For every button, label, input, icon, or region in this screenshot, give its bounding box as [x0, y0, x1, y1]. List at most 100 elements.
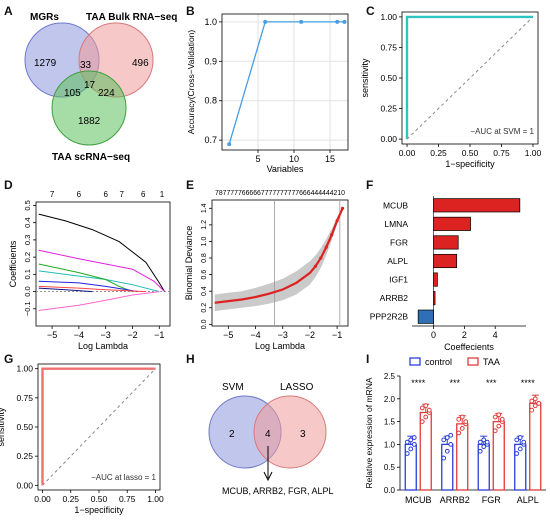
dot-TAA-FGR-1: [496, 423, 502, 429]
x-tick-1: 2: [462, 330, 467, 340]
coef-bar-6: [417, 309, 434, 324]
coef-bar-4: [433, 272, 438, 287]
venn-count-mgrs-bulk: 33: [80, 60, 92, 71]
panel-c-roc-svm: 0.00 0.25 0.50 0.75 1.00 0.00 0.25 0.50 0.75 1.00…: [360, 11, 542, 169]
bar-TAA-MCUB: [419, 411, 432, 491]
y-tick-4: 1.00: [380, 12, 397, 22]
dot-TAA-FGR-4: [496, 412, 502, 418]
plot-frame: [211, 199, 349, 327]
y-tick-0: 0.00: [16, 480, 33, 490]
y-tick-2: 0.9: [204, 56, 217, 66]
data-point-0: [227, 142, 232, 147]
x-tick-1: −4: [250, 330, 260, 340]
coef-label-1: LMNA: [384, 219, 408, 229]
deviance-point-0: [313, 264, 317, 268]
dot-TAA-MCUB-3: [419, 405, 425, 411]
dot-control-ALPL-3: [514, 437, 520, 443]
top-tick-4: 6: [141, 190, 146, 199]
x-axis-label: Coeffecients: [444, 342, 494, 352]
category-label-1: ARRB2: [440, 495, 470, 505]
y-tick-2: 0.1: [23, 269, 32, 279]
dot-control-MCUB-5: [411, 435, 417, 440]
y-axis-label: sensitivity: [0, 407, 6, 447]
coef-bar-5: [433, 291, 436, 306]
top-tick-3: 7: [120, 190, 125, 199]
panel-letter-c: C: [366, 4, 375, 18]
category-label-3: ALPL: [517, 495, 539, 505]
dot-control-ARRB2-5: [448, 432, 454, 438]
venn-count-only-mgrs: 1279: [34, 58, 57, 69]
legend-swatch-control: [409, 357, 421, 366]
y-tick-1: 0.25: [380, 104, 397, 114]
y-tick-3: 0.75: [380, 42, 397, 52]
y-tick-5: 1.0: [201, 236, 208, 246]
top-tick-1: 6: [77, 190, 82, 199]
panel-i-mrna-expression: 0.0 0.5 1.0 1.5 2.0 2.5 **** MCUB *** ARRB2 *** FGR…: [364, 357, 546, 505]
x-tick-2: −3: [101, 330, 111, 340]
x-tick-1: 0.25: [430, 148, 447, 158]
dot-control-ALPL-0: [514, 451, 520, 456]
coef-path-5: [38, 285, 146, 293]
coef-label-0: MCUB: [383, 200, 408, 210]
deviance-point-5: [340, 206, 345, 210]
venn-two-set: SVM LASSO 2 4 3 MCUB, ARRB2, FGR, ALPL: [208, 382, 334, 496]
legend-label-taa: TAA: [483, 357, 500, 367]
panel-letter-d: D: [4, 178, 13, 192]
venn-circle-lasso: [253, 395, 327, 469]
x-tick-4: 1.00: [525, 148, 542, 158]
dot-TAA-ALPL-0: [529, 407, 535, 413]
dot-control-ALPL-5: [521, 439, 527, 445]
x-tick-3: 0.75: [493, 148, 510, 158]
venn-label-lasso: LASSO: [280, 382, 314, 393]
y-tick-6: 0.5: [23, 200, 32, 210]
dot-TAA-ALPL-4: [532, 396, 538, 402]
y-axis-label: Coefficients: [8, 240, 18, 287]
significance-0: ****: [411, 378, 426, 388]
dot-TAA-ARRB2-3: [456, 416, 462, 422]
dot-control-FGR-3: [477, 439, 483, 445]
dot-control-ALPL-1: [517, 446, 523, 452]
venn-three-set: MGRs TAA Bulk RNA−seq TAA scRNA−seq 1279…: [24, 12, 177, 163]
venn-circle-sc: [51, 70, 127, 146]
diagonal-reference: [406, 16, 534, 140]
venn-count-only-lasso: 3: [300, 429, 306, 440]
dot-TAA-FGR-0: [492, 428, 498, 434]
dot-control-FGR-4: [481, 437, 487, 443]
y-tick-6: 1.2: [201, 220, 208, 230]
coef-label-2: FGR: [390, 237, 408, 247]
x-tick-0: 0: [431, 330, 436, 340]
y-tick-2: 0.4: [201, 286, 208, 296]
deviance-point-4: [335, 219, 339, 223]
diagonal-reference: [42, 368, 156, 486]
dot-control-MCUB-0: [404, 451, 410, 456]
y-tick-2: 1.0: [384, 440, 396, 449]
y-tick-1: 0.5: [384, 463, 396, 472]
panel-letter-f: F: [366, 178, 374, 192]
coef-bar-2: [433, 235, 459, 250]
y-tick-0: 0.0: [384, 486, 396, 495]
coef-bar-0: [433, 198, 521, 213]
x-tick-2: −3: [278, 330, 288, 340]
legend-swatch-taa: [467, 357, 479, 366]
dot-control-MCUB-3: [404, 439, 410, 445]
dot-TAA-ALPL-1: [532, 403, 538, 409]
coef-label-5: ARRB2: [380, 293, 409, 303]
coef-label-6: PPP2R2B: [370, 312, 409, 322]
dot-TAA-FGR-3: [492, 414, 498, 420]
y-tick-7: 1.4: [201, 203, 208, 213]
panel-letter-g: G: [4, 352, 14, 366]
panel-letter-i: I: [366, 352, 370, 366]
panel-letter-b: B: [186, 4, 195, 18]
top-tick-5: 1: [160, 190, 165, 199]
coef-path-1: [38, 249, 165, 292]
roc-curve: [405, 15, 533, 140]
panel-b-rfe-accuracy: 5 10 15 0.7 0.8 0.9 1.0 Variables Accuracy(Cross…: [186, 13, 349, 174]
x-axis-label: 1−specificity: [445, 159, 495, 169]
dot-control-FGR-0: [477, 448, 483, 454]
y-axis-label: Accuracy(Cross−Validation): [186, 30, 196, 135]
ci-band: [214, 206, 343, 312]
dot-control-MCUB-1: [408, 446, 414, 452]
panel-f-coefficient-bars: MCUB LMNA FGR ALPL IGF1 ARRB2 PPP2R2B 0 2 4 Coeffe…: [370, 196, 526, 352]
